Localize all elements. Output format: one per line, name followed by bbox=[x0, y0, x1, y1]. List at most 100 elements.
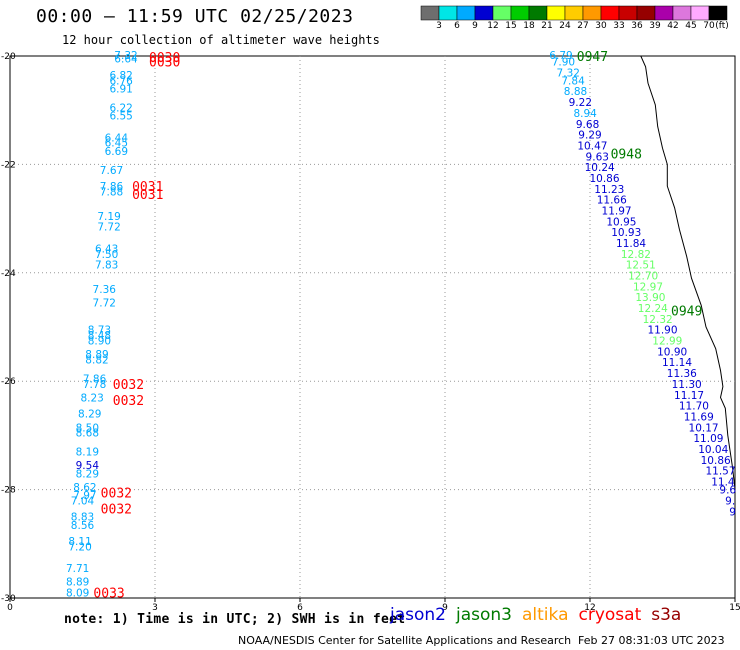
wave-height-reading: 7.32 bbox=[114, 50, 137, 62]
color-scale-label: 39 bbox=[649, 21, 661, 31]
wave-height-reading: 6.22 bbox=[109, 102, 132, 114]
pass-time-label: 0030 bbox=[149, 51, 180, 66]
page-title: 00:00 – 11:59 UTC 02/25/2023 bbox=[36, 6, 354, 27]
legend-altika: altika bbox=[522, 605, 569, 625]
wave-height-reading: 9.29 bbox=[578, 130, 601, 142]
pass-time-label: 0949 bbox=[671, 305, 702, 320]
wave-height-reading: 7.90 bbox=[552, 56, 575, 68]
wave-height-map: 0 3 6 9 12 15-20-22-24-26-28-307.326.646.826.… bbox=[1, 50, 740, 610]
x-tick-label: 3 bbox=[152, 603, 158, 610]
wave-height-reading: 6.44 bbox=[105, 132, 129, 144]
wave-height-reading: 8.89 bbox=[66, 577, 89, 589]
wave-height-reading: 6.43 bbox=[95, 243, 118, 255]
wave-height-reading: 7.32 bbox=[557, 67, 580, 79]
wave-height-reading: 8.62 bbox=[73, 482, 96, 494]
wave-height-reading: 11.4 bbox=[711, 476, 735, 488]
wave-height-reading: 9.63 bbox=[586, 151, 609, 163]
wave-height-reading: 8.11 bbox=[68, 536, 91, 548]
color-scale-label: 15 bbox=[505, 21, 517, 31]
page-subtitle: 12 hour collection of altimeter wave hei… bbox=[62, 33, 380, 47]
generated-timestamp: Feb 27 08:31:03 UTC 2023 bbox=[578, 634, 725, 647]
wave-height-reading: 7.86 bbox=[83, 373, 107, 385]
color-scale-label: 12 bbox=[487, 21, 499, 31]
wave-height-reading: 10.47 bbox=[577, 140, 607, 152]
wave-height-reading: 9.22 bbox=[569, 97, 592, 109]
wave-height-reading: 7.71 bbox=[66, 563, 89, 575]
wave-height-reading: 6.82 bbox=[109, 70, 132, 82]
wave-height-reading: 7.86 bbox=[100, 181, 124, 193]
color-scale-label: 30 bbox=[595, 21, 607, 31]
color-scale-label: 36 bbox=[631, 21, 643, 31]
wave-height-reading: 8.90 bbox=[88, 336, 111, 348]
x-tick-label: 12 bbox=[584, 603, 595, 610]
x-tick-label: 6 bbox=[297, 603, 303, 610]
wave-height-reading: 11.23 bbox=[594, 184, 624, 196]
wave-height-reading: 7.67 bbox=[100, 165, 123, 177]
color-scale-label: 70 bbox=[703, 21, 715, 31]
wave-height-reading: 8.94 bbox=[573, 108, 597, 120]
wave-height-reading: 6.69 bbox=[105, 146, 128, 158]
color-scale-label: 9 bbox=[472, 21, 478, 31]
wave-height-reading: 10.95 bbox=[606, 216, 636, 228]
wave-height-reading: 7.72 bbox=[93, 298, 116, 310]
color-scale-label: 33 bbox=[613, 21, 625, 31]
legend-jason3: jason3 bbox=[456, 605, 512, 625]
legend-s3a: s3a bbox=[651, 605, 682, 625]
wave-height-reading: 7.04 bbox=[71, 495, 95, 507]
y-tick-label: -24 bbox=[1, 269, 16, 279]
wave-height-reading: 9.6 bbox=[719, 485, 736, 497]
y-tick-label: -20 bbox=[1, 52, 16, 62]
wave-height-reading: 9. bbox=[725, 495, 735, 507]
wave-height-reading: 8.29 bbox=[76, 468, 99, 480]
wave-height-reading: 9.68 bbox=[576, 119, 599, 131]
wave-height-reading: 13.90 bbox=[635, 292, 665, 304]
wave-height-reading: 11.57 bbox=[705, 466, 735, 478]
wave-height-reading: 7.72 bbox=[97, 222, 120, 234]
wave-height-reading: 11.14 bbox=[662, 357, 692, 369]
wave-height-reading: 10.93 bbox=[611, 227, 641, 239]
wave-height-reading: 8.56 bbox=[71, 520, 95, 532]
wave-height-reading: 7.19 bbox=[97, 211, 120, 223]
legend-jason2: jason2 bbox=[390, 605, 446, 625]
y-tick-label: -28 bbox=[1, 486, 16, 496]
y-tick-label: -30 bbox=[1, 594, 16, 604]
color-scale-label: 3 bbox=[436, 21, 442, 31]
wave-height-reading: 8.29 bbox=[78, 409, 101, 421]
color-scale-label: 18 bbox=[523, 21, 535, 31]
y-tick-label: -26 bbox=[1, 377, 16, 387]
wave-height-reading: 12.70 bbox=[628, 271, 658, 283]
color-swatch bbox=[708, 5, 728, 21]
wave-height-reading: 6.79 bbox=[549, 50, 572, 62]
wave-height-reading: 11.70 bbox=[679, 401, 709, 413]
wave-height-reading: 8.73 bbox=[88, 325, 111, 337]
wave-height-reading: 10.04 bbox=[698, 444, 728, 456]
wave-height-reading: 10.86 bbox=[701, 455, 731, 467]
pass-time-label: 0031 bbox=[132, 188, 163, 203]
wave-height-reading: 6.91 bbox=[109, 84, 132, 96]
legend-cryosat: cryosat bbox=[578, 605, 642, 625]
pass-time-label: 0032 bbox=[113, 378, 144, 393]
color-scale-label: 27 bbox=[577, 21, 589, 31]
pass-time-label: 0947 bbox=[577, 50, 608, 65]
wave-height-reading: 7.83 bbox=[95, 260, 118, 272]
color-scale-label: 45 bbox=[685, 21, 697, 31]
x-tick-label: 0 bbox=[7, 603, 13, 610]
wave-height-reading: 7.84 bbox=[561, 75, 585, 87]
wave-height-reading: 9.54 bbox=[76, 460, 100, 472]
pass-time-label: 0032 bbox=[101, 486, 132, 501]
wave-height-reading: 8.50 bbox=[76, 422, 99, 434]
wave-height-reading: 8.09 bbox=[66, 588, 89, 600]
wave-height-reading: 6.76 bbox=[109, 75, 133, 87]
wave-height-reading: 10.90 bbox=[657, 346, 687, 358]
wave-height-reading: 10.17 bbox=[689, 422, 719, 434]
pass-time-label: 0032 bbox=[101, 503, 132, 518]
color-scale-unit: (ft) bbox=[715, 21, 729, 31]
wave-height-reading: 12.97 bbox=[633, 281, 663, 293]
wave-height-reading: 12.24 bbox=[638, 303, 668, 315]
color-scale-label: 21 bbox=[541, 21, 553, 31]
wave-height-reading: 10.24 bbox=[585, 162, 615, 174]
pass-time-label: 0948 bbox=[611, 148, 642, 163]
wave-height-reading: 8.83 bbox=[71, 512, 94, 524]
wave-height-reading: 11.69 bbox=[684, 411, 714, 423]
color-scale-bar bbox=[420, 5, 728, 21]
